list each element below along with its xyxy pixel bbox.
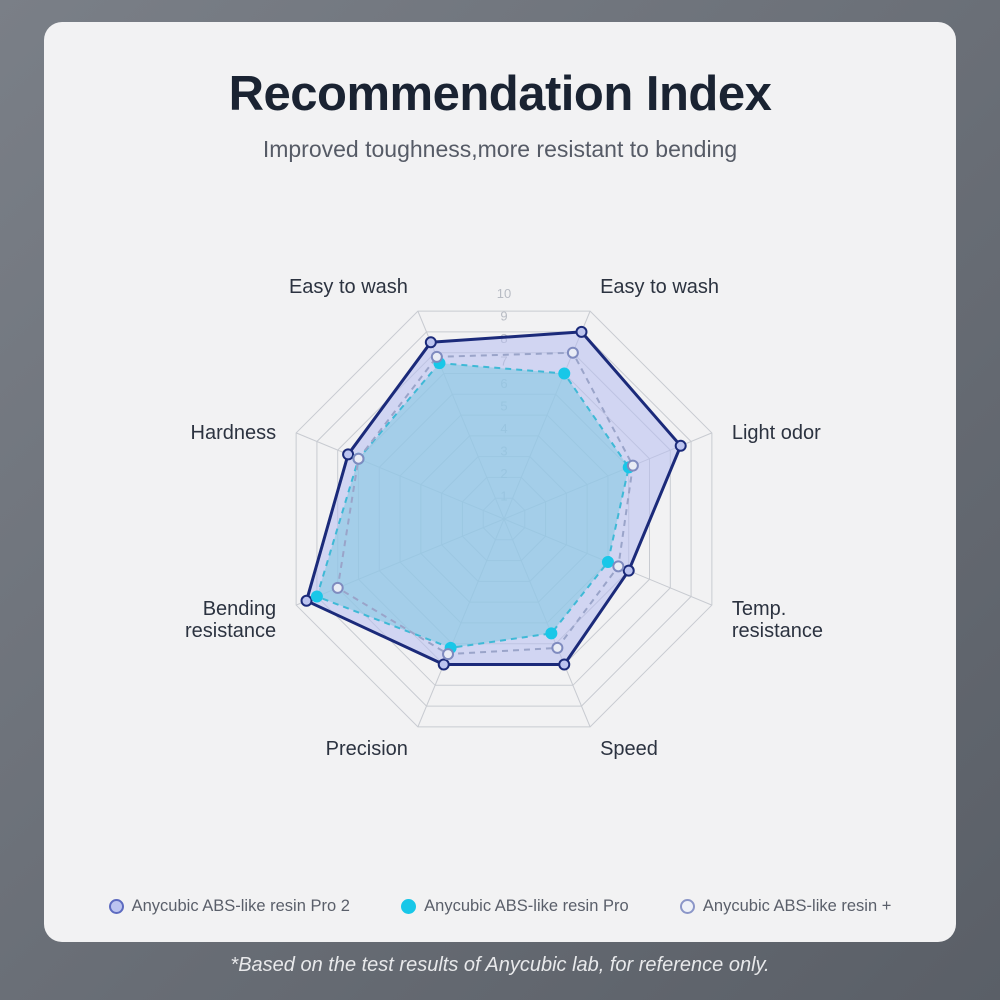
series-marker bbox=[613, 561, 623, 571]
legend-label: Anycubic ABS-like resin + bbox=[703, 897, 891, 916]
series-marker bbox=[624, 566, 634, 576]
chart-title: Recommendation Index bbox=[229, 66, 772, 122]
chart-subtitle: Improved toughness,more resistant to ben… bbox=[263, 136, 737, 163]
series-marker bbox=[432, 352, 442, 362]
series-marker bbox=[333, 583, 343, 593]
series-marker bbox=[302, 596, 312, 606]
series-marker bbox=[546, 628, 556, 638]
chart-card: Recommendation Index Improved toughness,… bbox=[44, 22, 956, 942]
axis-label: Speed bbox=[600, 738, 658, 760]
series-marker bbox=[312, 591, 322, 601]
axis-label: Light odor bbox=[732, 422, 821, 444]
legend-marker bbox=[680, 899, 695, 914]
series-marker bbox=[676, 441, 686, 451]
series-marker bbox=[576, 327, 586, 337]
series-marker bbox=[628, 461, 638, 471]
series-marker bbox=[353, 454, 363, 464]
legend-label: Anycubic ABS-like resin Pro bbox=[424, 897, 629, 916]
axis-label: Easy to wash bbox=[600, 276, 719, 298]
radar-chart: 12345678910Easy to washEasy to washLight… bbox=[74, 199, 926, 839]
series-marker bbox=[443, 649, 453, 659]
legend-item-0: Anycubic ABS-like resin Pro 2 bbox=[109, 897, 350, 916]
series-marker bbox=[559, 368, 569, 378]
series-marker bbox=[439, 660, 449, 670]
svg-text:10: 10 bbox=[497, 286, 511, 301]
axis-label: Precision bbox=[326, 738, 408, 760]
series-marker bbox=[552, 643, 562, 653]
legend-item-1: Anycubic ABS-like resin Pro bbox=[401, 897, 629, 916]
legend-marker bbox=[109, 899, 124, 914]
series-marker bbox=[426, 337, 436, 347]
series-marker bbox=[559, 660, 569, 670]
series-marker bbox=[568, 348, 578, 358]
series-marker bbox=[603, 557, 613, 567]
legend-label: Anycubic ABS-like resin Pro 2 bbox=[132, 897, 350, 916]
svg-text:9: 9 bbox=[500, 309, 507, 324]
series-marker bbox=[343, 449, 353, 459]
footnote: *Based on the test results of Anycubic l… bbox=[230, 954, 769, 977]
legend: Anycubic ABS-like resin Pro 2 Anycubic AB… bbox=[74, 897, 926, 922]
radar-chart-region: 12345678910Easy to washEasy to washLight… bbox=[74, 199, 926, 897]
axis-label: Easy to wash bbox=[289, 276, 408, 298]
legend-item-2: Anycubic ABS-like resin + bbox=[680, 897, 891, 916]
axis-label: Bendingresistance bbox=[185, 598, 276, 642]
axis-label: Temp.resistance bbox=[732, 598, 823, 642]
legend-marker bbox=[401, 899, 416, 914]
axis-label: Hardness bbox=[191, 422, 277, 444]
